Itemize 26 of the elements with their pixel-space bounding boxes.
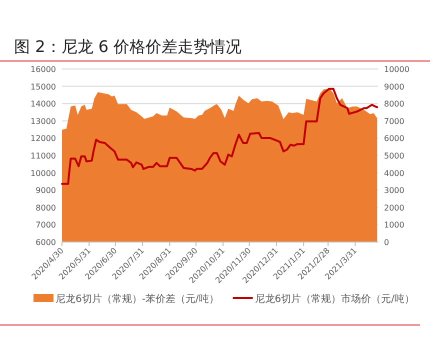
y2-tick-label: 10000: [384, 65, 410, 74]
y-tick-label: 10000: [30, 168, 56, 178]
legend-label: 尼龙6切片（常规）市场价（元/吨）: [254, 293, 415, 305]
y2-tick-label: 4000: [384, 168, 404, 178]
line-series: [61, 88, 378, 185]
y-tick-label: 9000: [36, 186, 56, 196]
y-tick-label: 6000: [36, 238, 56, 247]
y2-tick-label: 1000: [384, 220, 404, 230]
y-tick-label: 8000: [36, 203, 56, 212]
y2-tick-label: 3000: [384, 186, 404, 196]
y-tick-label: 7000: [36, 220, 56, 230]
y2-tick-label: 2000: [384, 203, 404, 212]
legend-label: 尼龙6切片（常规）-苯价差（元/吨）: [55, 293, 219, 305]
y-tick-label: 12000: [30, 134, 56, 144]
y2-tick-label: 6000: [384, 134, 404, 144]
y-tick-label: 13000: [30, 116, 56, 126]
y-tick-label: 15000: [30, 82, 56, 92]
y-tick-label: 14000: [30, 100, 56, 109]
y-tick-label: 16000: [30, 65, 56, 74]
y2-tick-label: 9000: [384, 82, 404, 92]
y2-tick-label: 7000: [384, 116, 404, 126]
y2-tick-label: 0: [384, 238, 390, 247]
y-tick-label: 11000: [30, 152, 56, 160]
chart-title: 图 2：尼龙 6 价格价差走势情况: [14, 37, 242, 56]
y2-tick-label: 8000: [384, 100, 404, 109]
y2-tick-label: 5000: [384, 152, 404, 160]
